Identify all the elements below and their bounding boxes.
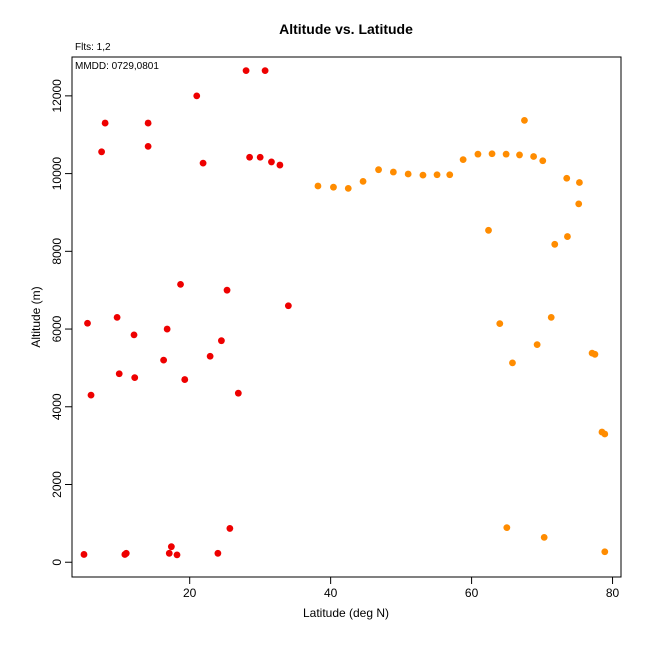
data-point — [261, 67, 269, 75]
data-point — [173, 551, 181, 559]
data-point — [167, 543, 175, 551]
data-point — [530, 153, 538, 160]
data-point — [539, 157, 547, 165]
data-point — [375, 166, 382, 174]
y-axis: 0 2000 4000 6000 8000 10000 12000 — [50, 79, 73, 566]
data-point — [502, 150, 510, 158]
x-axis: 20 40 60 80 — [183, 576, 620, 600]
data-point — [540, 533, 548, 541]
data-point — [488, 150, 496, 158]
data-point — [144, 119, 152, 127]
data-point — [564, 233, 571, 240]
data-point — [130, 331, 138, 339]
data-point — [284, 302, 292, 310]
data-point — [218, 337, 225, 345]
data-point — [181, 376, 189, 383]
data-point — [234, 389, 242, 397]
data-point — [223, 286, 231, 294]
data-point — [404, 170, 412, 178]
data-point — [459, 156, 467, 164]
data-point — [131, 374, 139, 382]
data-point — [516, 151, 523, 159]
data-point — [474, 150, 482, 158]
data-point — [276, 161, 284, 169]
data-point — [163, 325, 171, 333]
data-point — [576, 179, 583, 186]
data-point — [256, 153, 264, 161]
y-tick-label: 12000 — [50, 79, 64, 113]
y-tick-label: 2000 — [50, 471, 64, 498]
y-tick-label: 8000 — [50, 238, 64, 265]
data-point — [591, 350, 599, 358]
y-tick-label: 6000 — [50, 315, 64, 342]
data-point — [115, 370, 123, 378]
data-point — [551, 240, 559, 248]
data-point — [214, 549, 222, 557]
data-point — [575, 200, 583, 208]
data-point — [246, 153, 253, 161]
data-point — [144, 142, 152, 150]
x-axis-label: Latitude (deg N) — [303, 606, 389, 620]
data-point — [521, 116, 528, 124]
y-axis-label: Altitude (m) — [29, 286, 43, 347]
data-point — [314, 182, 322, 190]
data-point — [113, 313, 121, 321]
flights-note: Flts: 1,2 — [75, 42, 111, 53]
data-point — [268, 158, 275, 166]
data-point — [87, 391, 95, 399]
data-point — [533, 341, 541, 348]
x-tick-label: 40 — [324, 586, 338, 600]
data-point — [226, 525, 234, 532]
data-point — [433, 171, 441, 179]
data-point — [193, 92, 201, 100]
data-point — [80, 551, 88, 558]
data-point — [344, 184, 352, 192]
data-point — [206, 352, 214, 360]
x-tick-label: 80 — [606, 586, 620, 600]
data-point — [485, 226, 492, 234]
y-tick-label: 10000 — [50, 157, 64, 191]
data-point — [101, 119, 109, 127]
plot-frame — [71, 56, 622, 578]
data-point — [165, 549, 173, 557]
data-point — [446, 171, 454, 179]
data-points — [80, 67, 609, 559]
data-point — [359, 177, 367, 185]
data-point — [547, 313, 555, 321]
data-point — [419, 171, 427, 179]
series-2 — [314, 116, 609, 556]
data-point — [509, 359, 516, 367]
y-tick-label: 4000 — [50, 393, 64, 420]
data-point — [601, 430, 609, 438]
data-point — [242, 67, 250, 75]
chart-title: Altitude vs. Latitude — [279, 21, 413, 37]
data-point — [122, 549, 130, 557]
y-tick-label: 0 — [50, 559, 64, 566]
data-point — [601, 548, 609, 556]
data-point — [199, 159, 207, 167]
mmdd-note: MMDD: 0729,0801 — [75, 61, 159, 72]
series-1 — [80, 67, 292, 559]
data-point — [496, 320, 504, 328]
data-point — [563, 174, 571, 182]
data-point — [389, 168, 397, 176]
data-point — [160, 356, 168, 364]
data-point — [98, 148, 105, 156]
data-point — [84, 319, 91, 327]
data-point — [177, 280, 184, 288]
data-point — [330, 183, 337, 191]
data-point — [503, 524, 511, 532]
x-tick-label: 20 — [183, 586, 197, 600]
x-tick-label: 60 — [465, 586, 479, 600]
